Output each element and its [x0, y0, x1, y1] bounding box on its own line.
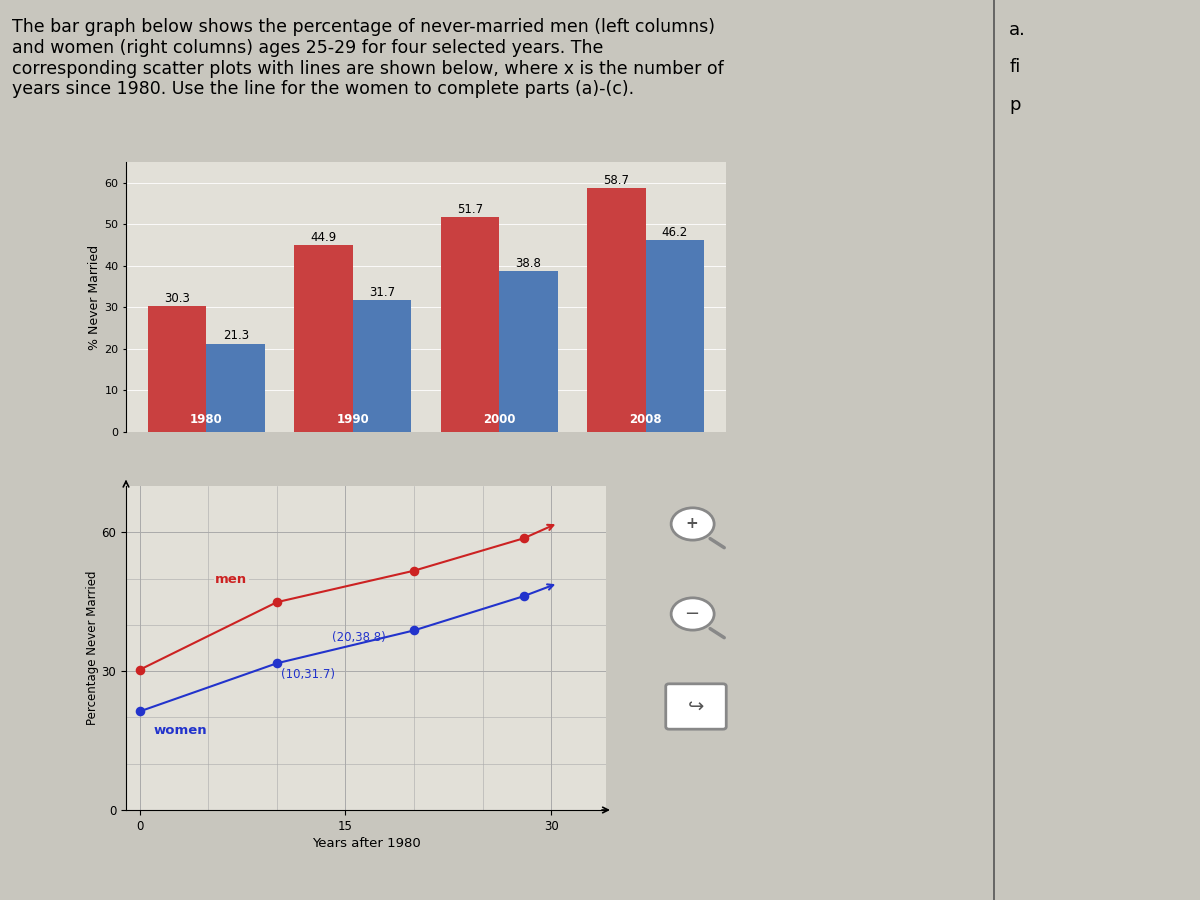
Circle shape [671, 598, 714, 630]
Bar [646, 240, 704, 432]
Text: 51.7: 51.7 [457, 203, 482, 216]
Text: 2008: 2008 [629, 413, 662, 426]
Text: −: − [684, 605, 698, 623]
FancyBboxPatch shape [666, 684, 726, 729]
Text: 30.3: 30.3 [164, 292, 190, 305]
Bar [148, 306, 206, 432]
Y-axis label: Percentage Never Married: Percentage Never Married [85, 571, 98, 725]
Point [130, 662, 149, 677]
Text: +: + [685, 517, 697, 532]
Point [268, 656, 287, 670]
Text: 58.7: 58.7 [604, 174, 629, 187]
Circle shape [671, 508, 714, 540]
Text: p: p [1009, 95, 1021, 113]
Text: 46.2: 46.2 [661, 226, 688, 239]
Point [130, 704, 149, 718]
Text: 1980: 1980 [190, 413, 223, 426]
Point [514, 531, 533, 545]
Text: ↪: ↪ [688, 697, 704, 716]
Point [268, 595, 287, 609]
Text: 2000: 2000 [482, 413, 516, 426]
Text: (10,31.7): (10,31.7) [281, 668, 335, 681]
Bar [353, 301, 412, 432]
Text: 1990: 1990 [336, 413, 370, 426]
X-axis label: Years after 1980: Years after 1980 [312, 837, 420, 850]
Bar [499, 271, 558, 432]
Text: (20,38.8): (20,38.8) [331, 631, 385, 644]
Text: 21.3: 21.3 [223, 329, 248, 342]
Text: The bar graph below shows the percentage of never-married men (left columns)
and: The bar graph below shows the percentage… [12, 18, 724, 98]
Point [404, 563, 424, 578]
Text: a.: a. [1009, 21, 1026, 39]
Text: 44.9: 44.9 [311, 231, 337, 244]
Bar [440, 217, 499, 432]
Text: men: men [215, 573, 247, 586]
Text: 31.7: 31.7 [370, 286, 395, 299]
Point [404, 623, 424, 637]
Text: women: women [154, 724, 208, 736]
Bar [587, 188, 646, 432]
Y-axis label: % Never Married: % Never Married [89, 245, 102, 349]
Text: fi: fi [1009, 58, 1020, 76]
Point [514, 589, 533, 603]
Text: 38.8: 38.8 [516, 256, 541, 270]
Bar [206, 344, 265, 432]
Bar [294, 246, 353, 432]
